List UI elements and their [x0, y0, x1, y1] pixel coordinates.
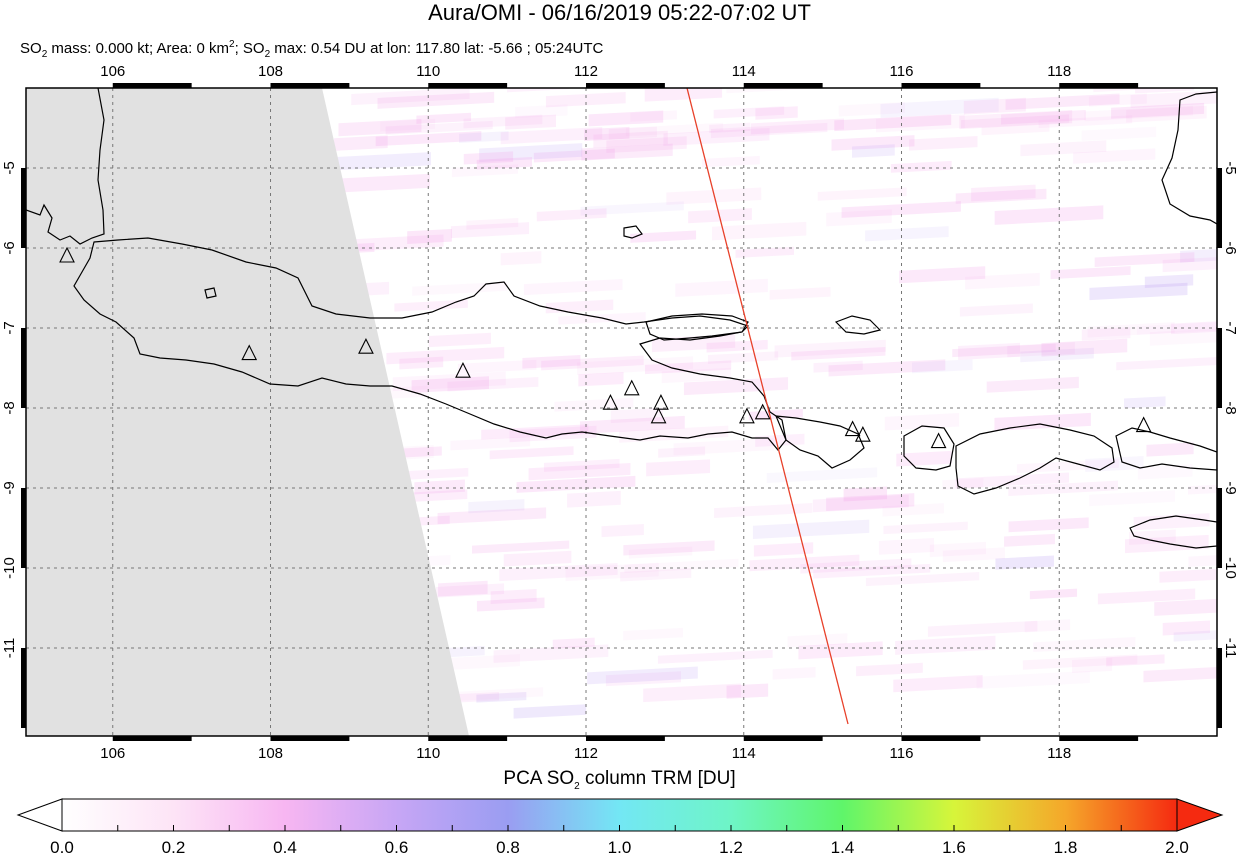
lon-tick-label: 110	[416, 63, 440, 80]
lon-tick-label: 106	[100, 745, 125, 760]
lat-tick-label: -6	[1, 241, 18, 254]
border-segment	[586, 736, 665, 741]
lon-tick-label: 112	[574, 745, 598, 760]
colorbar-tick-labels: 0.0 0.2 0.4 0.6 0.8 1.0 1.2 1.4 1.6 1.8 2.0	[50, 838, 1189, 855]
lat-tick-label: -8	[1, 401, 18, 414]
border-segment	[271, 736, 350, 741]
border-segment	[586, 83, 665, 88]
lon-tick-label: 106	[100, 63, 125, 80]
border-segment	[21, 488, 26, 568]
border-segment	[21, 328, 26, 408]
so2-swath-pixel	[749, 45, 826, 57]
border-segment	[1059, 736, 1138, 741]
colorbar-tick-label: 0.8	[496, 838, 520, 855]
border-segment	[428, 736, 507, 741]
so2-swath-pixel	[755, 106, 797, 120]
border-segment	[744, 736, 823, 741]
so2-swath-pixel	[1146, 442, 1193, 456]
lat-tick-label: -5	[1, 161, 18, 174]
colorbar-tick-label: 0.4	[273, 838, 297, 855]
lat-tick-label: -11	[1222, 638, 1239, 659]
so2-swath-pixel	[637, 55, 724, 70]
lon-tick-label: 118	[1047, 63, 1071, 80]
border-segment	[1217, 168, 1222, 248]
lat-tick-label: -7	[1, 321, 18, 334]
lon-tick-label: 108	[258, 63, 283, 80]
lat-tick-label: -7	[1222, 321, 1239, 334]
so2-swath-pixel	[852, 144, 895, 157]
lat-tick-label: -5	[1222, 161, 1239, 174]
lat-tick-label: -9	[1222, 481, 1239, 494]
colorbar-tick-label: 1.4	[831, 838, 855, 855]
colorbar-tick-label: 1.8	[1054, 838, 1078, 855]
border-segment	[1217, 648, 1222, 728]
colorbar-ticks	[62, 825, 1177, 831]
lat-tick-label: -6	[1222, 241, 1239, 254]
border-segment	[271, 83, 350, 88]
colorbar: 0.0 0.2 0.4 0.6 0.8 1.0 1.2 1.4 1.6 1.8 2.0	[0, 795, 1239, 855]
lon-tick-label: 114	[732, 63, 756, 80]
colorbar-tick-label: 0.0	[50, 838, 74, 855]
lat-tick-label: -10	[1222, 557, 1239, 579]
colorbar-tick-label: 0.6	[385, 838, 409, 855]
so2-swath-pixel	[1051, 45, 1116, 61]
so2-swath-pixel	[584, 127, 629, 141]
border-segment	[21, 648, 26, 728]
border-segment	[902, 736, 981, 741]
lon-tick-label: 108	[258, 745, 283, 760]
border-segment	[113, 736, 192, 741]
colorbar-under-arrow	[18, 799, 62, 831]
so2-swath-pixel	[727, 684, 769, 699]
lon-tick-label: 118	[1047, 745, 1071, 760]
colorbar-over-arrow	[1177, 799, 1222, 831]
colorbar-tick-label: 2.0	[1165, 838, 1189, 855]
border-segment	[1059, 83, 1138, 88]
lon-tick-label: 114	[732, 745, 756, 760]
colorbar-tick-label: 1.6	[942, 838, 966, 855]
so2-swath-pixel	[986, 38, 1062, 54]
so2-swath-pixel	[407, 229, 452, 244]
border-segment	[1217, 488, 1222, 568]
so2-swath-pixel	[602, 524, 644, 537]
lat-tick-label: -10	[1, 557, 18, 579]
border-segment	[744, 83, 823, 88]
lat-tick-label: -11	[1, 638, 18, 659]
colorbar-title: PCA SO2 column TRM [DU]	[0, 768, 1239, 792]
so2-swath-pixel	[879, 538, 934, 555]
colorbar-tick-label: 1.0	[608, 838, 632, 855]
colorbar-tick-label: 1.2	[719, 838, 743, 855]
lon-tick-label: 110	[416, 745, 440, 760]
map-figure: 106 106 108 108 110 110 112 112 114 114 116 116 118 1…	[0, 0, 1239, 760]
so2-swath-pixel	[567, 491, 621, 508]
lon-tick-label: 112	[574, 63, 598, 80]
lat-tick-label: -8	[1222, 401, 1239, 414]
border-segment	[21, 168, 26, 248]
lon-tick-label: 116	[890, 745, 914, 760]
border-segment	[1217, 328, 1222, 408]
so2-swath-pixel	[1181, 24, 1239, 38]
border-segment	[113, 83, 192, 88]
lat-tick-label: -9	[1, 481, 18, 494]
border-segment	[902, 83, 981, 88]
lon-tick-label: 116	[890, 63, 914, 80]
so2-swath-pixel	[1072, 658, 1112, 673]
colorbar-tick-label: 0.2	[162, 838, 186, 855]
border-segment	[428, 83, 507, 88]
so2-swath-pixel	[1012, 42, 1086, 58]
so2-swath-pixel	[619, 66, 671, 80]
so2-swath-pixel	[1129, 530, 1176, 545]
so2-swath-pixel	[501, 251, 542, 265]
so2-swath-pixel	[578, 372, 623, 386]
